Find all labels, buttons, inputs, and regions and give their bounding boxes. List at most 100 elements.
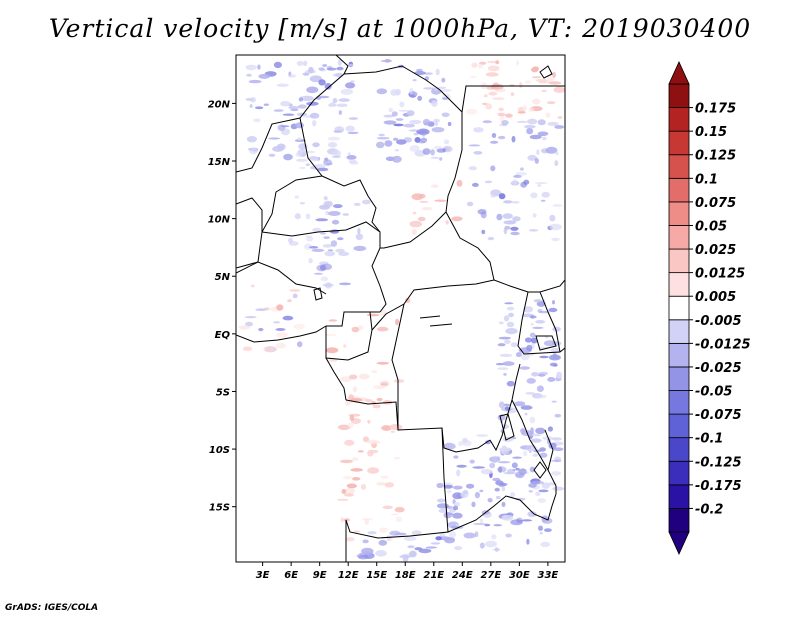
field-speck [294, 213, 301, 220]
field-speck [355, 233, 364, 241]
colorbar-label: -0.025 [695, 361, 742, 376]
field-speck [312, 120, 317, 127]
field-speck [548, 81, 562, 85]
field-speck [345, 82, 356, 89]
field-speck [323, 196, 328, 201]
field-speck [537, 119, 546, 126]
field-speck [495, 480, 504, 486]
field-speck [351, 326, 360, 333]
field-speck [545, 112, 551, 118]
field-speck [394, 506, 405, 513]
field-speck [549, 223, 562, 231]
colorbar-segment [668, 366, 690, 391]
field-speck [249, 147, 258, 155]
field-speck [485, 540, 497, 548]
colorbar-label: -0.05 [695, 385, 732, 400]
field-speck [347, 422, 354, 428]
field-speck [320, 276, 328, 282]
colorbar-label: -0.005 [695, 314, 742, 329]
field-speck [362, 539, 369, 544]
field-speck [506, 306, 515, 311]
field-speck [254, 106, 264, 110]
field-speck [336, 498, 349, 501]
field-speck [455, 524, 460, 527]
field-speck [298, 97, 304, 102]
field-speck [551, 471, 561, 476]
latitude-axis: 20N 15N 10N 5N EQ 5S 10S 15S [208, 99, 236, 514]
colorbar-label: 0.0125 [695, 267, 745, 282]
field-speck [531, 480, 545, 485]
field-speck [492, 456, 498, 464]
field-speck [357, 555, 369, 560]
field-speck [296, 158, 308, 162]
field-speck [343, 344, 347, 348]
field-speck [472, 182, 479, 187]
field-speck [539, 355, 549, 359]
colorbar-segment [668, 154, 690, 179]
field-speck [443, 511, 453, 519]
field-speck [414, 137, 421, 143]
colorbar-segment [668, 248, 690, 274]
field-speck [530, 337, 538, 344]
field-speck [538, 373, 546, 377]
field-speck [473, 151, 483, 155]
field-speck [511, 462, 518, 469]
field-speck [537, 498, 547, 503]
field-speck [499, 353, 513, 357]
field-speck [545, 146, 558, 154]
field-speck [273, 109, 284, 112]
field-speck [514, 401, 526, 407]
field-speck [497, 367, 509, 370]
field-speck [490, 140, 499, 144]
field-speck [328, 319, 338, 322]
map-frame [235, 54, 566, 563]
field-speck [498, 107, 504, 112]
field-speck [438, 508, 448, 513]
field-speck [342, 213, 350, 216]
field-speck [494, 487, 500, 492]
field-speck [501, 120, 509, 126]
field-speck [276, 143, 286, 151]
field-speck [419, 200, 429, 203]
field-speck [442, 148, 446, 153]
field-speck [497, 343, 506, 347]
field-speck [549, 214, 556, 222]
field-speck [553, 86, 565, 93]
field-speck [541, 148, 549, 154]
field-speck [498, 336, 511, 340]
field-speck [276, 332, 289, 338]
field-speck [545, 336, 549, 339]
lon-tick-label: 27E [480, 570, 501, 581]
field-speck [453, 505, 459, 511]
field-speck [497, 461, 511, 464]
field-speck [409, 220, 423, 228]
field-speck [474, 491, 480, 499]
field-speck [551, 237, 560, 242]
field-speck [526, 127, 534, 135]
field-speck [304, 150, 316, 154]
field-speck [287, 299, 292, 303]
field-speck [554, 160, 559, 167]
field-speck [529, 466, 536, 473]
field-speck [521, 519, 533, 522]
field-speck [375, 141, 385, 149]
field-speck [552, 326, 561, 332]
field-speck [328, 142, 338, 148]
field-speck [378, 539, 388, 546]
field-speck [351, 457, 359, 461]
field-speck [524, 412, 528, 416]
field-speck [353, 245, 367, 252]
field-speck [315, 218, 329, 222]
field-speck [536, 385, 544, 393]
field-speck [527, 511, 537, 518]
colorbar-segment [668, 413, 690, 439]
field-speck [525, 392, 535, 395]
field-speck [519, 366, 530, 370]
field-speck [430, 156, 441, 159]
field-speck [494, 547, 499, 552]
field-speck [403, 536, 417, 541]
field-speck [538, 525, 543, 531]
field-speck [480, 469, 493, 475]
field-speck [531, 372, 539, 377]
field-speck [357, 450, 364, 453]
